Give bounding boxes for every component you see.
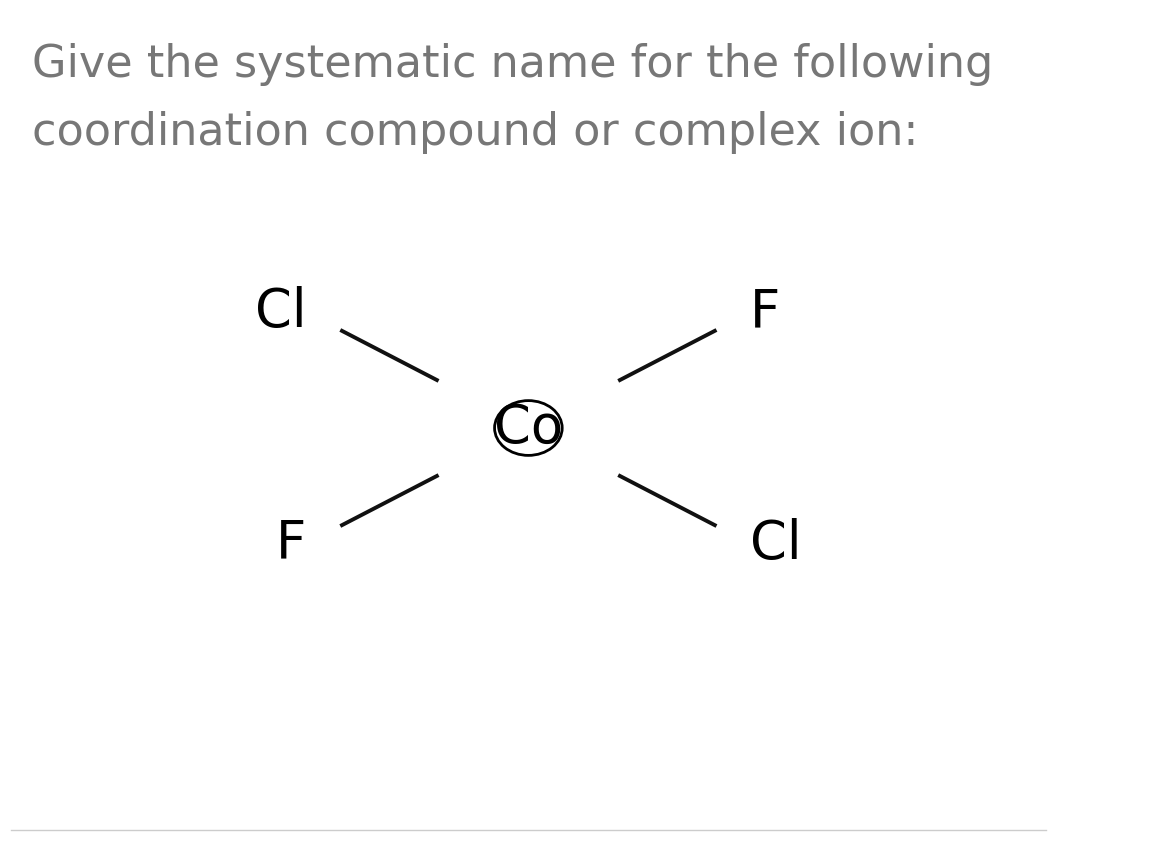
Text: coordination compound or complex ion:: coordination compound or complex ion: (32, 111, 918, 154)
Text: Co: Co (494, 402, 563, 454)
Text: F: F (750, 287, 781, 338)
Text: Cl: Cl (255, 287, 306, 338)
Text: F: F (276, 518, 306, 569)
Text: Cl: Cl (750, 518, 802, 569)
Text: Give the systematic name for the following: Give the systematic name for the followi… (32, 43, 993, 86)
